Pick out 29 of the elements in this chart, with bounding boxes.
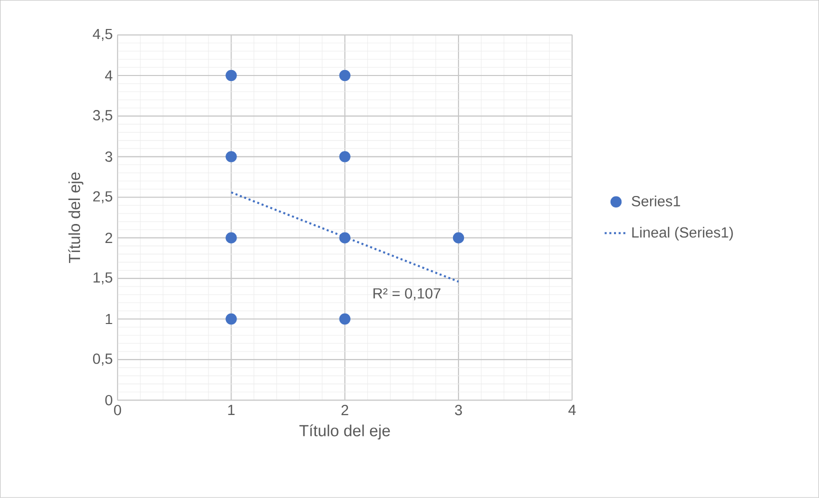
point (452, 232, 464, 244)
point (339, 151, 350, 162)
x-tick-label: 1 (228, 405, 235, 416)
x-tick-label: 3 (454, 405, 462, 416)
point (226, 151, 237, 162)
point (226, 314, 237, 325)
y-tick-label: 4,5 (92, 29, 112, 42)
y-tick-label: 0 (105, 395, 112, 406)
legend-label: Series1 (632, 196, 680, 206)
y-tick-label: 2 (105, 232, 112, 244)
legend-label: Lineal (Series1) (632, 226, 733, 241)
point (339, 232, 350, 244)
y-tick-label: 1 (106, 314, 112, 324)
y-tick-label: 2,5 (93, 191, 112, 204)
x-tick-label: 0 (114, 405, 122, 416)
point (339, 70, 350, 82)
x-tick-label: 4 (568, 405, 576, 416)
x-axis-title: Título del eje (299, 424, 390, 440)
y-tick-label: 1,5 (94, 272, 112, 285)
y-tick-label: 3,5 (93, 110, 112, 122)
y-axis-title: Título del eje (68, 172, 84, 264)
point (339, 314, 350, 325)
x-tick-label: 2 (342, 405, 348, 416)
y-tick-label: 0,5 (93, 354, 112, 366)
point (226, 70, 237, 82)
annotation: R² = 0,107 (374, 288, 440, 300)
point (226, 232, 237, 244)
y-tick-label: 4 (105, 70, 112, 81)
y-tick-label: 3 (105, 152, 112, 162)
